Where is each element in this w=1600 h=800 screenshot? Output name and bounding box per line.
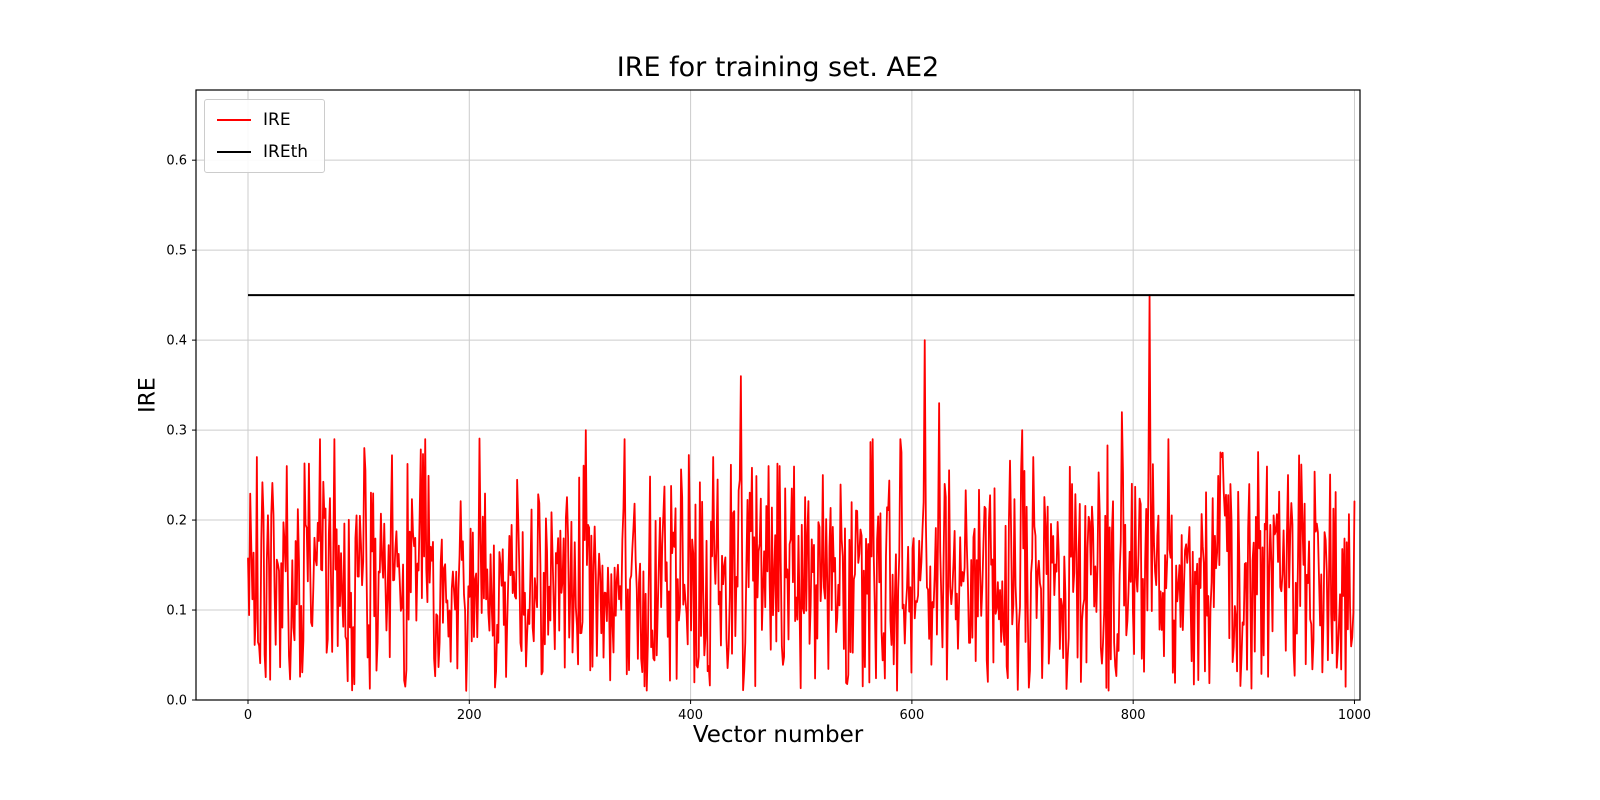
axes-frame	[195, 89, 1361, 701]
y-tick-label: 0.4	[166, 334, 187, 349]
x-tick-label: 600	[899, 708, 924, 723]
legend: IRE IREth	[204, 99, 326, 173]
legend-label-ireth: IREth	[263, 142, 309, 162]
x-tick-label: 800	[1121, 708, 1146, 723]
legend-label-ire: IRE	[263, 110, 291, 130]
y-tick-label: 0.3	[166, 424, 187, 439]
ire-series-line	[247, 294, 1356, 692]
x-tick-label: 0	[244, 708, 252, 723]
y-tick-label: 0.6	[166, 154, 187, 169]
y-tick-label: 0.1	[166, 604, 187, 619]
y-tick-label: 0.5	[166, 244, 187, 259]
chart-title: IRE for training set. AE2	[616, 52, 940, 83]
legend-entry-ireth: IREth	[217, 142, 308, 162]
ireth-line-swatch	[217, 151, 251, 153]
ire-line-swatch	[217, 119, 251, 121]
y-tick-label: 0.2	[166, 514, 187, 529]
legend-entry-ire: IRE	[217, 110, 308, 130]
x-tick-label: 400	[678, 708, 703, 723]
y-tick-label: 0.0	[166, 694, 187, 709]
x-tick-label: 1000	[1338, 708, 1371, 723]
x-tick-label: 200	[457, 708, 482, 723]
x-axis-label: Vector number	[692, 722, 864, 748]
y-axis-label: IRE	[135, 377, 161, 413]
